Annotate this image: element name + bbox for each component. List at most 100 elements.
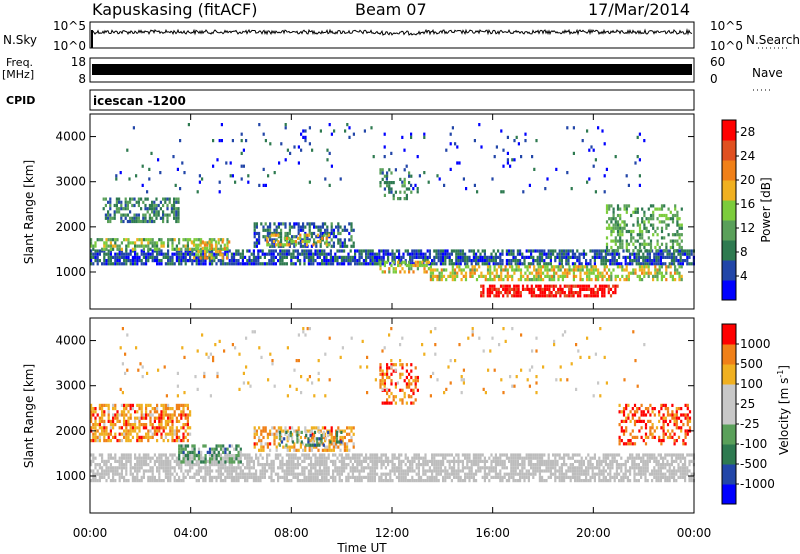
heatmap-cell bbox=[567, 262, 570, 266]
heatmap-cell bbox=[189, 466, 192, 470]
heatmap-cell bbox=[681, 469, 684, 473]
heatmap-cell bbox=[468, 466, 471, 470]
heatmap-cell bbox=[550, 268, 553, 272]
heatmap-cell bbox=[417, 459, 420, 463]
heatmap-cell bbox=[642, 463, 645, 467]
colorbar-swatch bbox=[722, 240, 736, 261]
heatmap-cell bbox=[319, 240, 322, 244]
heatmap-cell bbox=[459, 262, 462, 266]
heatmap-cell bbox=[519, 475, 522, 479]
heatmap-cell bbox=[330, 244, 333, 248]
heatmap-cell bbox=[116, 419, 119, 423]
heatmap-cell bbox=[420, 249, 423, 253]
heatmap-cell bbox=[616, 220, 620, 224]
heatmap-cell bbox=[415, 456, 418, 460]
heatmap-cell bbox=[96, 469, 99, 473]
heatmap-cell bbox=[380, 463, 383, 467]
heatmap-cell bbox=[495, 271, 498, 275]
heatmap-cell bbox=[134, 255, 137, 259]
heatmap-cell bbox=[388, 184, 391, 188]
heatmap-cell bbox=[586, 271, 589, 275]
heatmap-cell bbox=[424, 255, 427, 259]
heatmap-cell bbox=[223, 243, 226, 247]
heatmap-cell bbox=[142, 453, 145, 457]
heatmap-cell bbox=[406, 252, 409, 256]
heatmap-cell bbox=[609, 475, 612, 479]
heatmap-cell bbox=[444, 469, 447, 473]
heatmap-cell bbox=[167, 413, 170, 417]
heatmap-cell bbox=[140, 238, 143, 242]
heatmap-cell bbox=[468, 475, 471, 479]
heatmap-cell bbox=[615, 469, 618, 473]
heatmap-cell bbox=[356, 453, 359, 457]
heatmap-cell bbox=[241, 252, 244, 256]
heatmap-cell bbox=[360, 453, 363, 457]
heatmap-cell bbox=[674, 239, 677, 243]
heatmap-cell bbox=[445, 148, 448, 152]
heatmap-cell bbox=[492, 456, 495, 460]
heatmap-cell bbox=[667, 233, 670, 237]
heatmap-cell bbox=[156, 252, 159, 256]
heatmap-cell bbox=[530, 463, 533, 467]
heatmap-cell bbox=[213, 475, 216, 479]
heatmap-cell bbox=[389, 475, 392, 479]
heatmap-cell bbox=[333, 129, 336, 133]
heatmap-cell bbox=[237, 460, 240, 464]
heatmap-cell bbox=[676, 242, 679, 246]
heatmap-cell bbox=[475, 252, 478, 256]
heatmap-cell bbox=[625, 174, 628, 178]
heatmap-cell bbox=[558, 472, 561, 476]
heatmap-cell bbox=[127, 435, 130, 439]
heatmap-cell bbox=[489, 278, 492, 282]
heatmap-cell bbox=[674, 268, 677, 272]
heatmap-cell bbox=[142, 252, 145, 256]
heatmap-cell bbox=[178, 450, 181, 454]
heatmap-cell bbox=[129, 403, 132, 407]
heatmap-cell bbox=[281, 262, 284, 266]
heatmap-cell bbox=[499, 469, 502, 473]
heatmap-cell bbox=[597, 126, 600, 130]
heatmap-cell bbox=[600, 255, 603, 259]
heatmap-cell bbox=[208, 463, 211, 467]
heatmap-cell bbox=[416, 190, 419, 194]
heatmap-cell bbox=[642, 262, 645, 266]
heatmap-cell bbox=[393, 252, 396, 256]
heatmap-cell bbox=[129, 241, 132, 245]
heatmap-cell bbox=[612, 239, 615, 243]
heatmap-cell bbox=[120, 200, 123, 204]
heatmap-cell bbox=[105, 469, 108, 473]
heatmap-cell bbox=[162, 469, 165, 473]
heatmap-cell bbox=[583, 271, 586, 275]
heatmap-cell bbox=[354, 466, 357, 470]
heatmap-cell bbox=[536, 255, 539, 259]
heatmap-cell bbox=[393, 466, 396, 470]
heatmap-cell bbox=[627, 249, 631, 253]
heatmap-cell bbox=[105, 466, 108, 470]
heatmap-cell bbox=[145, 453, 148, 457]
heatmap-cell bbox=[681, 453, 684, 457]
heatmap-cell bbox=[347, 463, 350, 467]
heatmap-cell bbox=[283, 469, 286, 473]
heatmap-cell bbox=[631, 463, 634, 467]
heatmap-cell bbox=[601, 129, 604, 133]
heatmap-cell bbox=[203, 246, 207, 250]
heatmap-cell bbox=[365, 459, 368, 463]
heatmap-cell bbox=[123, 466, 126, 470]
heatmap-cell bbox=[192, 243, 196, 247]
heatmap-cell bbox=[286, 240, 289, 244]
heatmap-cell bbox=[567, 252, 570, 256]
heatmap-cell bbox=[118, 456, 121, 460]
heatmap-cell bbox=[638, 242, 642, 246]
heatmap-cell bbox=[360, 475, 363, 479]
heatmap-cell bbox=[404, 249, 407, 253]
heatmap-cell bbox=[566, 126, 569, 130]
heatmap-cell bbox=[469, 274, 472, 278]
heatmap-cell bbox=[666, 475, 669, 479]
heatmap-cell bbox=[629, 456, 632, 460]
heatmap-cell bbox=[660, 207, 664, 211]
heatmap-cell bbox=[406, 479, 409, 483]
heatmap-cell bbox=[656, 278, 659, 282]
heatmap-cell bbox=[114, 259, 117, 263]
heatmap-cell bbox=[193, 472, 196, 476]
heatmap-cell bbox=[424, 463, 427, 467]
